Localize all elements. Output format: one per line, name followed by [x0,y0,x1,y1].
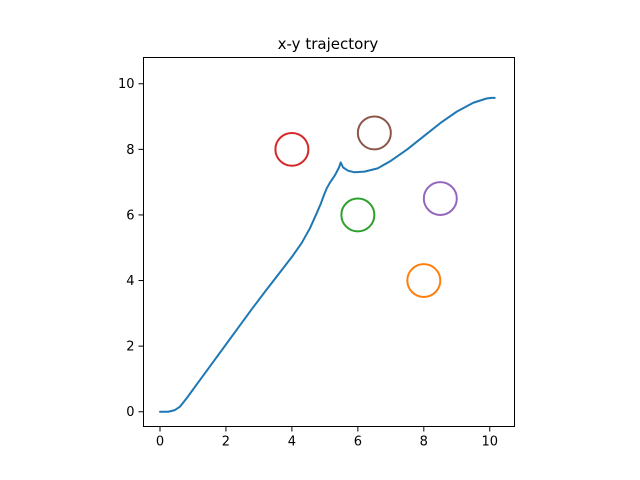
obstacle-circle-2 [340,197,376,233]
x-tick-label: 8 [420,435,428,450]
y-tick-label: 4 [126,274,134,289]
obstacle-circle-5 [356,115,392,151]
x-tick-label: 0 [156,435,164,450]
x-tick-label: 10 [481,435,498,450]
obstacle-circle-4 [422,181,458,216]
axis-ticks: 0 2 4 6 8 10 0 2 4 6 8 10 [118,77,498,449]
x-tick-label: 4 [288,435,296,450]
y-tick-label: 2 [126,340,134,355]
plot-area [158,96,496,413]
trajectory-line [158,96,496,413]
x-tick-label: 6 [354,435,362,450]
obstacle-circle-1 [406,263,442,298]
y-tick-label: 8 [126,143,134,158]
x-tick-label: 2 [222,435,230,450]
axes-frame [143,57,515,427]
obstacle-circle-3 [274,131,310,167]
y-tick-label: 6 [126,208,134,223]
chart-title: x-y trajectory [278,35,379,53]
y-tick-label: 10 [118,77,135,92]
y-tick-label: 0 [126,405,134,420]
